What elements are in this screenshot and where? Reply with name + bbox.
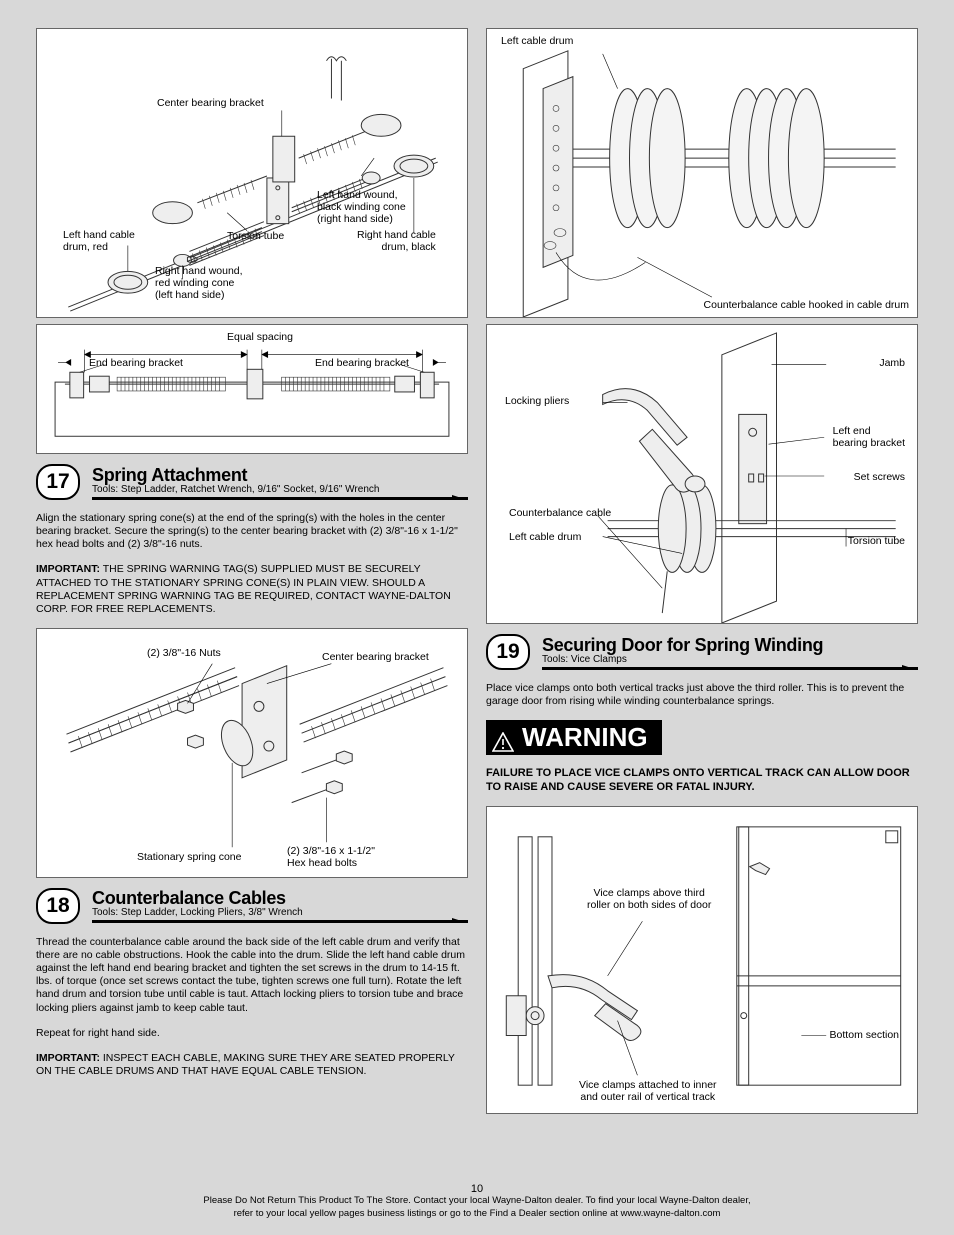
label-equal-spacing: Equal spacing (227, 331, 293, 343)
warning-text: FAILURE TO PLACE VICE CLAMPS ONTO VERTIC… (486, 767, 918, 795)
step-18-p3: IMPORTANT: INSPECT EACH CABLE, MAKING SU… (36, 1052, 468, 1078)
step-19-number: 19 (486, 634, 530, 670)
step-19-title: Securing Door for Spring Winding (542, 635, 918, 656)
label-lh-cable-drum: Left hand cable drum, red (63, 229, 135, 253)
step-17-tools: Tools: Step Ladder, Ratchet Wrench, 9/16… (92, 484, 468, 495)
step-19-p1: Place vice clamps onto both vertical tra… (486, 682, 918, 708)
label-rh-wound-cone: Right hand wound, red winding cone (left… (155, 265, 243, 301)
step-17-p2: IMPORTANT: THE SPRING WARNING TAG(S) SUP… (36, 563, 468, 616)
figure-torsion-assembly: Center bearing bracket Left hand wound, … (36, 28, 468, 318)
label-center-bearing-bracket: Center bearing bracket (157, 97, 264, 109)
step-17-header: 17 Spring Attachment Tools: Step Ladder,… (36, 464, 468, 500)
label-left-drum-2: Left cable drum (509, 531, 581, 543)
label-vice-attached: Vice clamps attached to inner and outer … (579, 1079, 717, 1103)
warning-triangle-icon (492, 728, 514, 748)
label-locking-pliers: Locking pliers (505, 395, 569, 407)
label-stationary-cone: Stationary spring cone (137, 851, 241, 863)
label-cable-hooked: Counterbalance cable hooked in cable dru… (704, 299, 909, 311)
footer-line2: refer to your local yellow pages busines… (234, 1208, 721, 1219)
step-18-tools: Tools: Step Ladder, Locking Pliers, 3/8"… (92, 907, 468, 918)
step-18-number: 18 (36, 888, 80, 924)
figure-spring-cone-closeup: (2) 3/8"-16 Nuts Center bearing bracket … (36, 628, 468, 878)
step-18-title: Counterbalance Cables (92, 888, 468, 909)
label-left-cable-drum: Left cable drum (501, 35, 573, 47)
step-17-p1: Align the stationary spring cone(s) at t… (36, 512, 468, 551)
figure-locking-pliers: Jamb Locking pliers Left end bearing bra… (486, 324, 918, 624)
label-end-bearing-right: End bearing bracket (315, 357, 409, 369)
figure-equal-spacing: Equal spacing End bearing bracket End be… (36, 324, 468, 454)
label-vice-above: Vice clamps above third roller on both s… (587, 887, 711, 911)
footer: Please Do Not Return This Product To The… (0, 1195, 954, 1235)
label-jamb: Jamb (879, 357, 905, 369)
label-torsion-tube: Torsion tube (227, 230, 284, 242)
label-center-bearing-bracket-2: Center bearing bracket (322, 651, 429, 663)
label-set-screws: Set screws (854, 471, 905, 483)
warning-box: WARNING (486, 720, 662, 755)
footer-line1: Please Do Not Return This Product To The… (203, 1195, 750, 1206)
step-18-p2: Repeat for right hand side. (36, 1027, 468, 1040)
page-number: 10 (0, 1183, 954, 1195)
label-hex-bolts: (2) 3/8"-16 x 1-1/2" Hex head bolts (287, 845, 375, 869)
step-17-number: 17 (36, 464, 80, 500)
label-end-bearing-left: End bearing bracket (89, 357, 183, 369)
label-torsion-tube-2: Torsion tube (848, 535, 905, 547)
step-17-title: Spring Attachment (92, 465, 468, 486)
label-bottom-section: Bottom section (830, 1029, 899, 1041)
step-19-header: 19 Securing Door for Spring Winding Tool… (486, 634, 918, 670)
label-rh-cable-drum: Right hand cable drum, black (357, 229, 436, 253)
step-18-p1: Thread the counterbalance cable around t… (36, 936, 468, 1015)
figure-cable-drum-iso: Left cable drum Counterbalance cable hoo… (486, 28, 918, 318)
label-left-end-bearing: Left end bearing bracket (833, 425, 905, 449)
warning-label: WARNING (522, 722, 648, 753)
step-18-header: 18 Counterbalance Cables Tools: Step Lad… (36, 888, 468, 924)
label-cb-cable: Counterbalance cable (509, 507, 611, 519)
label-lh-wound-cone: Left hand wound, black winding cone (rig… (317, 189, 406, 225)
label-nuts: (2) 3/8"-16 Nuts (147, 647, 221, 659)
figure-vice-clamps: Vice clamps above third roller on both s… (486, 806, 918, 1114)
